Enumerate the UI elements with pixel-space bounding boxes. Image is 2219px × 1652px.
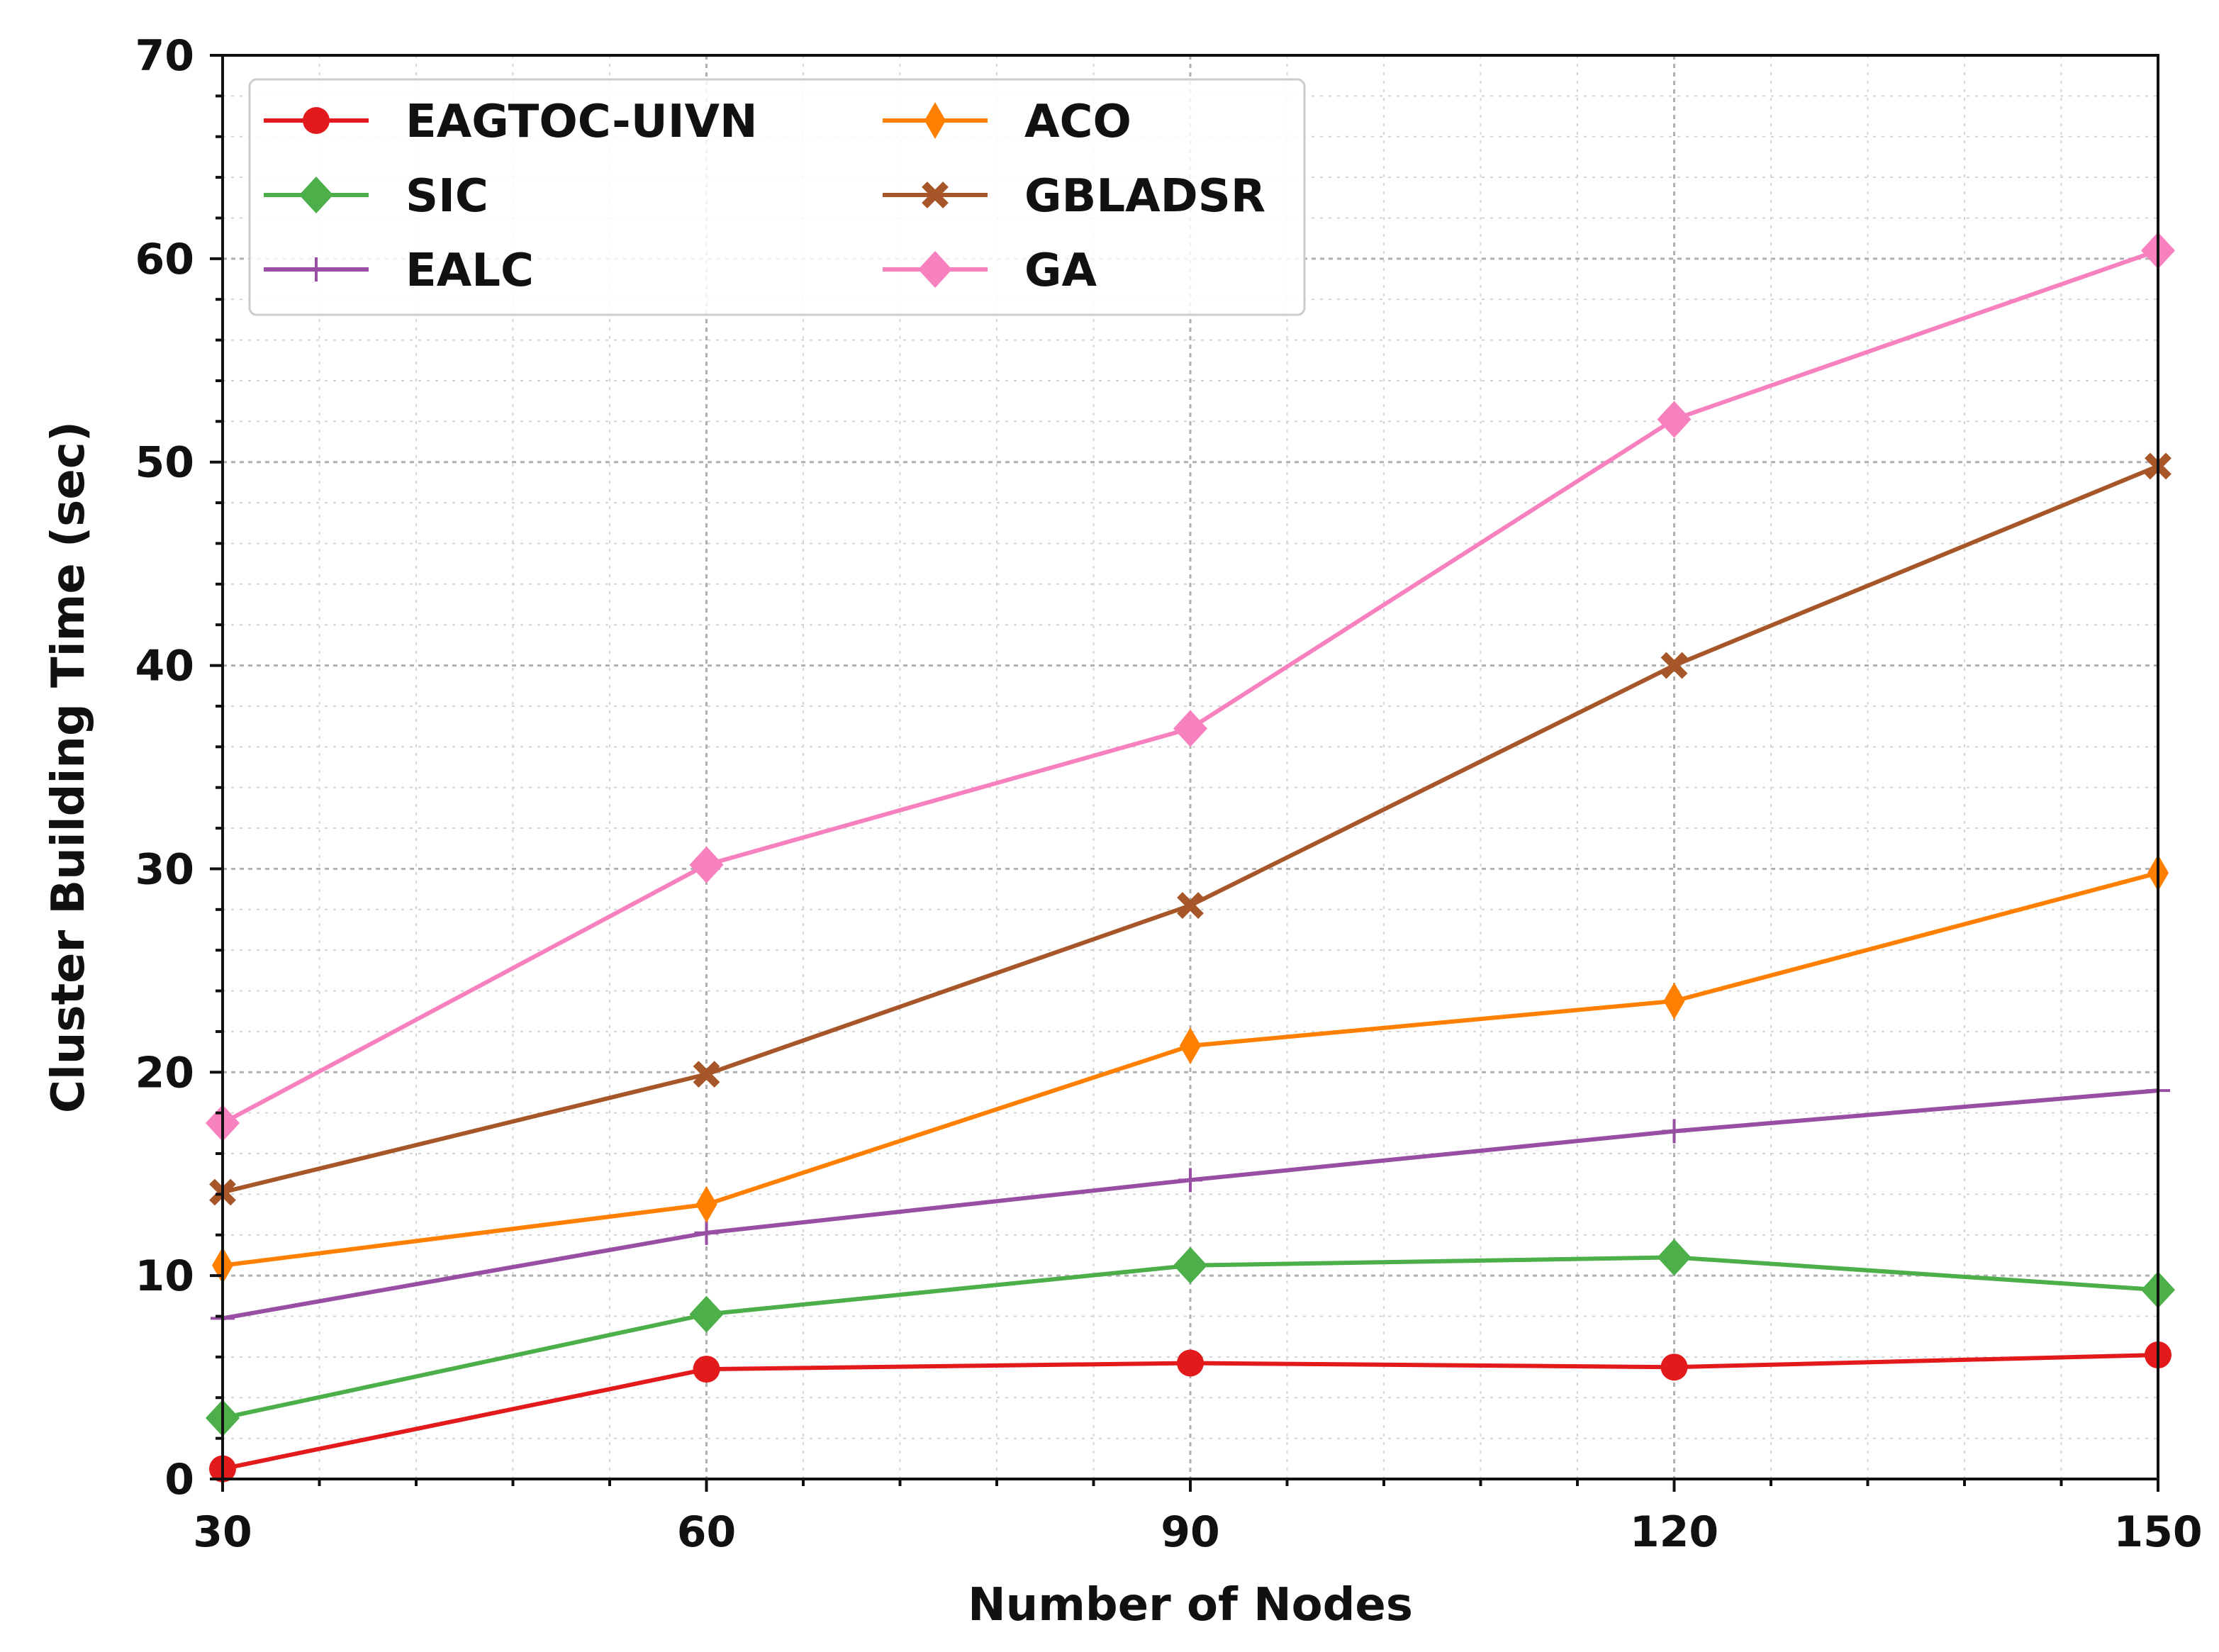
legend-item-eagtoc-uivn: EAGTOC-UIVN [264,96,758,148]
legend-label: ACO [1024,96,1131,148]
legend-label: GA [1024,245,1097,297]
y-tick-label: 20 [135,1048,195,1098]
data-point-eagtoc-uivn [1660,1354,1688,1381]
data-point-gbladsr [693,1061,720,1088]
data-point-ga [1657,401,1692,438]
data-point-sic [1173,1246,1207,1284]
y-tick-label: 40 [135,642,195,691]
legend-item-ga: GA [883,245,1097,297]
data-point-ealc [694,1220,719,1245]
data-point-sic [689,1295,724,1333]
data-point-eagtoc-uivn [1177,1349,1204,1377]
legend-swatch-marker [303,107,330,134]
y-tick-label: 60 [135,235,195,284]
data-point-aco [1663,982,1685,1020]
x-tick-label: 90 [1161,1507,1220,1557]
y-tick-label: 70 [135,31,195,81]
data-point-sic [1657,1239,1692,1276]
legend-swatch-marker [924,102,946,139]
legend-item-aco: ACO [883,96,1131,148]
data-point-eagtoc-uivn [693,1356,720,1383]
legend-item-gbladsr: GBLADSR [883,170,1265,223]
data-point-gbladsr [1660,652,1688,679]
legend-label: EALC [406,245,534,297]
legend-swatch-marker [922,182,949,208]
x-tick-label: 120 [1630,1507,1718,1557]
legend-swatch-marker [299,177,333,213]
y-tick-label: 0 [164,1455,194,1505]
series-ga [206,232,2175,1142]
x-tick-label: 60 [677,1507,737,1557]
legend-swatch-marker [304,257,328,281]
data-point-ealc [1662,1119,1687,1144]
legend-item-ealc: EALC [264,245,534,297]
data-point-aco [1180,1027,1201,1064]
data-point-aco [695,1185,717,1223]
legend-label: GBLADSR [1024,170,1265,223]
x-tick-label: 150 [2113,1507,2202,1557]
legend-item-sic: SIC [264,170,488,223]
legend-label: SIC [406,170,488,223]
y-tick-label: 30 [135,844,195,894]
y-tick-label: 50 [135,438,195,488]
data-point-gbladsr [1177,892,1204,919]
y-axis-label: Cluster Building Time (sec) [43,421,95,1113]
legend-box [248,78,1306,316]
legend-swatch-marker [918,251,952,288]
legend-label: EAGTOC-UIVN [406,96,758,148]
x-tick-label: 30 [193,1507,252,1557]
data-point-ga [689,846,724,883]
data-point-ga [1173,710,1207,747]
x-axis-label: Number of Nodes [968,1579,1413,1631]
y-tick-label: 10 [135,1251,195,1301]
ticks-layer: 30 60 90 120 150 0 10 20 30 40 50 60 70 [135,31,2203,1557]
series-gbladsr [209,452,2172,1206]
data-point-ealc [1178,1168,1202,1193]
legend: EAGTOC-UIVN SIC EALC ACO GBLADSR GA [248,78,1306,316]
